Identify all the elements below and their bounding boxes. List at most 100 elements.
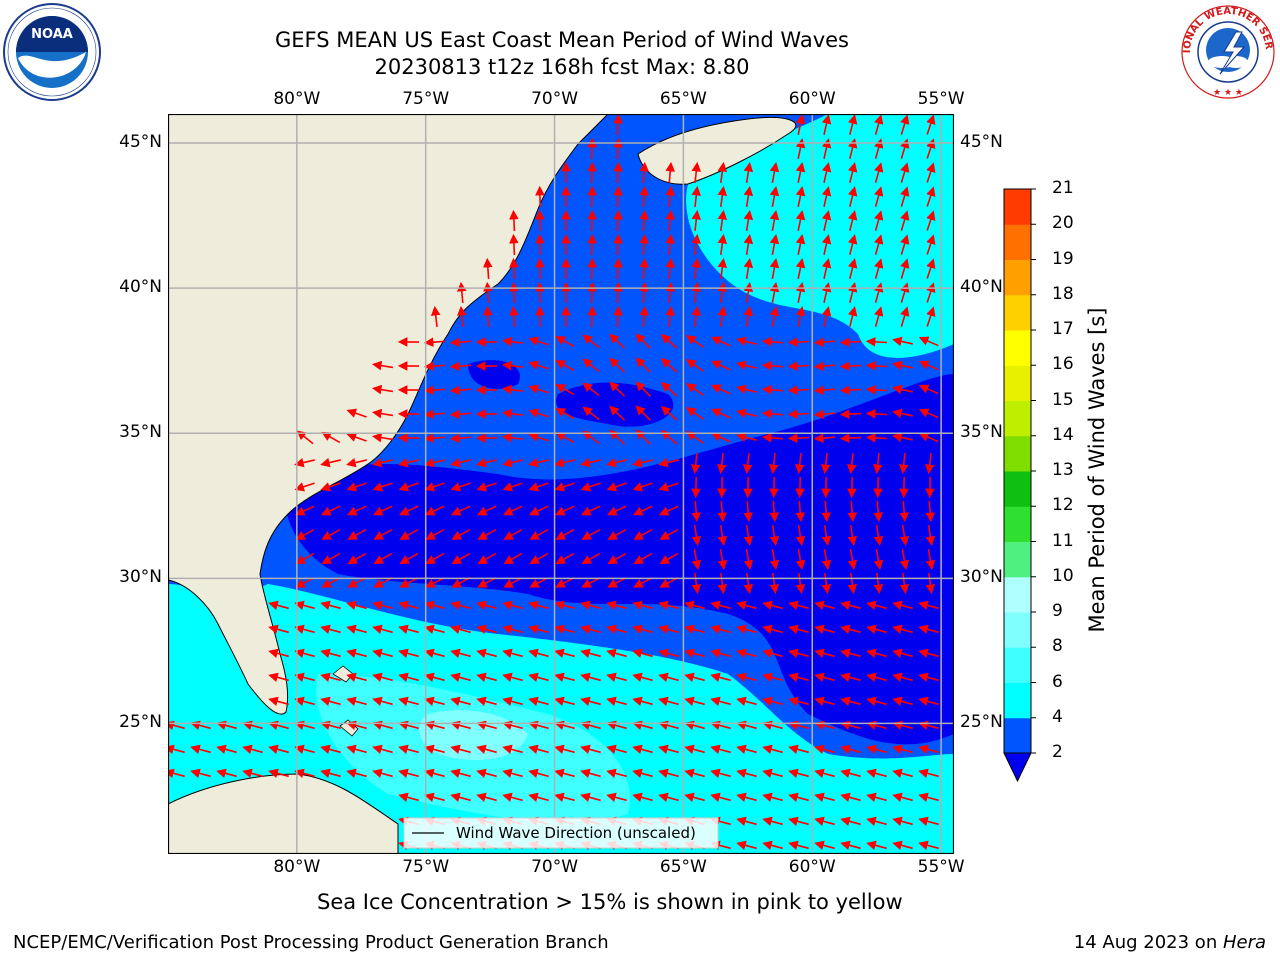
wind-arrow bbox=[613, 257, 623, 280]
wind-arrow bbox=[294, 768, 315, 778]
wind-arrow bbox=[847, 186, 858, 207]
wind-arrow bbox=[710, 696, 731, 706]
wind-arrow bbox=[554, 505, 575, 516]
wind-arrow bbox=[685, 383, 704, 396]
wind-arrow bbox=[926, 138, 936, 159]
wind-arrow bbox=[820, 452, 831, 475]
wind-arrow bbox=[528, 336, 549, 346]
wind-arrow bbox=[847, 306, 858, 327]
wind-arrow bbox=[502, 744, 523, 754]
wind-arrow bbox=[632, 600, 653, 610]
wind-arrow bbox=[762, 696, 783, 706]
wind-arrow bbox=[918, 600, 939, 610]
wind-arrow bbox=[736, 840, 757, 850]
wind-arrow bbox=[821, 524, 832, 547]
wind-arrow bbox=[710, 648, 731, 658]
wind-arrow bbox=[899, 500, 909, 523]
wind-arrow bbox=[658, 624, 679, 634]
wind-arrow bbox=[814, 792, 835, 802]
wind-arrow bbox=[821, 114, 832, 135]
wind-arrow bbox=[216, 768, 237, 778]
colorbar-band bbox=[1004, 365, 1031, 401]
colorbar-tick-label: 4 bbox=[1052, 706, 1063, 727]
wind-arrow bbox=[892, 624, 913, 634]
wind-arrow bbox=[346, 624, 367, 634]
wind-arrow bbox=[866, 624, 887, 634]
wind-arrow bbox=[633, 577, 653, 588]
wind-arrow bbox=[865, 409, 888, 419]
wind-arrow bbox=[899, 548, 910, 571]
lon-label-top: 70°W bbox=[531, 89, 579, 109]
wind-arrow bbox=[684, 720, 705, 730]
wind-arrow bbox=[926, 162, 936, 183]
wind-arrow bbox=[501, 432, 524, 443]
wind-arrow bbox=[632, 648, 653, 658]
wind-arrow bbox=[788, 696, 809, 706]
wind-arrow bbox=[424, 482, 445, 492]
wind-arrow bbox=[892, 648, 913, 658]
wind-arrow bbox=[821, 138, 832, 159]
wind-arrow bbox=[424, 744, 445, 754]
wind-arrow bbox=[639, 305, 649, 328]
wind-arrow bbox=[580, 696, 601, 706]
wind-arrow bbox=[476, 696, 497, 706]
wind-arrow bbox=[710, 720, 731, 730]
wind-arrow bbox=[918, 336, 939, 347]
wind-arrow bbox=[710, 360, 731, 371]
wind-arrow bbox=[450, 600, 471, 610]
wind-arrow bbox=[788, 816, 809, 826]
wind-arrow bbox=[865, 337, 888, 347]
wind-arrow bbox=[658, 648, 679, 658]
wind-arrow bbox=[632, 457, 653, 468]
wind-arrow bbox=[918, 792, 939, 802]
wind-arrow bbox=[769, 524, 780, 547]
colorbar-tick-label: 14 bbox=[1052, 424, 1074, 445]
legend-text: Wind Wave Direction (unscaled) bbox=[456, 824, 696, 842]
wind-arrow bbox=[710, 384, 731, 395]
wind-arrow bbox=[476, 768, 497, 778]
wind-arrow bbox=[821, 306, 832, 327]
wind-arrow bbox=[582, 406, 600, 421]
wind-arrow bbox=[554, 720, 575, 730]
wind-arrow bbox=[632, 792, 653, 802]
wind-arrow bbox=[874, 258, 884, 279]
wind-arrow bbox=[635, 405, 651, 421]
wind-arrow bbox=[788, 720, 809, 730]
wind-arrow bbox=[476, 648, 497, 658]
wind-arrow bbox=[743, 500, 753, 523]
wind-arrow bbox=[294, 720, 315, 730]
machine-name: Hera bbox=[1222, 932, 1266, 953]
wind-arrow bbox=[821, 258, 832, 279]
wind-arrow bbox=[814, 744, 835, 754]
wind-arrow bbox=[502, 768, 523, 778]
wind-arrow bbox=[555, 360, 575, 372]
wind-arrow bbox=[892, 672, 913, 682]
wind-arrow bbox=[736, 720, 757, 730]
wind-arrow bbox=[372, 505, 393, 516]
wind-arrow bbox=[717, 185, 728, 208]
wind-arrow bbox=[294, 457, 315, 468]
wind-arrow bbox=[900, 186, 910, 207]
wind-arrow bbox=[840, 720, 861, 730]
wind-arrow bbox=[660, 381, 678, 397]
wind-arrow bbox=[320, 672, 341, 682]
wind-arrow bbox=[659, 552, 679, 565]
wind-arrow bbox=[743, 161, 754, 184]
wind-arrow bbox=[658, 600, 679, 610]
wind-arrow bbox=[294, 600, 315, 610]
wind-arrow bbox=[476, 624, 497, 634]
wind-arrow bbox=[423, 433, 446, 443]
lat-label-left: 45°N bbox=[119, 132, 162, 153]
wind-arrow bbox=[795, 234, 806, 255]
wind-arrow bbox=[372, 696, 393, 706]
wind-arrow bbox=[606, 768, 627, 778]
wind-arrow bbox=[346, 672, 367, 682]
wind-arrow bbox=[736, 360, 757, 371]
wind-arrow bbox=[795, 114, 806, 135]
wind-arrow bbox=[346, 696, 367, 706]
colorbar-tick-label: 12 bbox=[1052, 495, 1074, 516]
wind-arrow bbox=[451, 552, 471, 565]
colorbar-tick-label: 9 bbox=[1052, 601, 1063, 621]
map-frame bbox=[168, 114, 954, 854]
wind-arrow bbox=[769, 305, 780, 327]
